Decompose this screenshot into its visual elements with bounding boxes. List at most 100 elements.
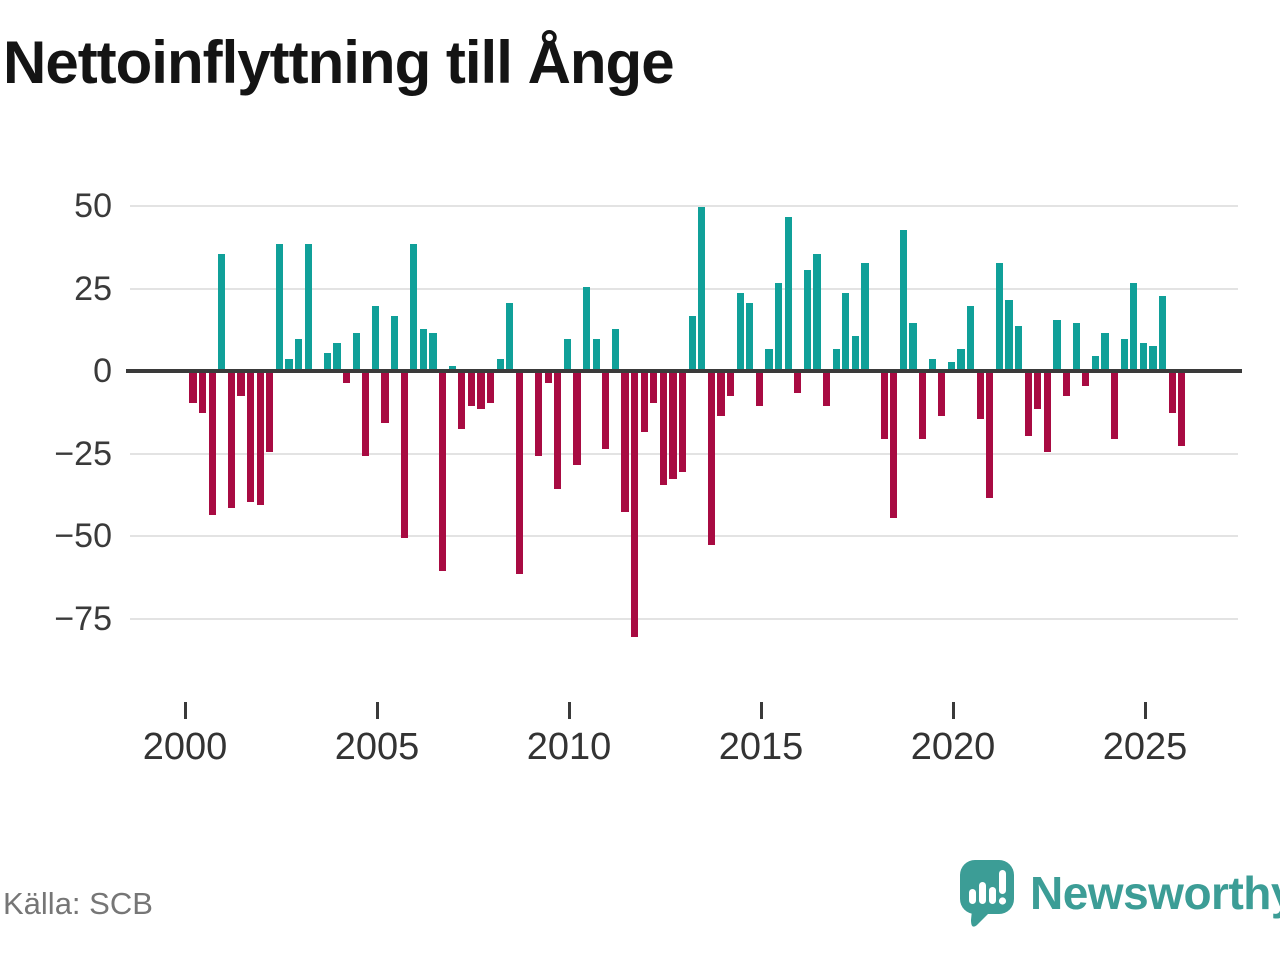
bar-2003Q3 (323, 352, 331, 369)
bar-2015Q3 (784, 217, 792, 369)
source-note: Källa: SCB (3, 886, 153, 921)
bar-2007Q2 (467, 373, 475, 406)
brand-name: Newsworthy (1030, 867, 1280, 919)
bar-2000Q1 (189, 373, 197, 403)
bar-2019Q4 (947, 362, 955, 369)
bar-2000Q3 (208, 373, 216, 515)
bar-2010Q3 (592, 339, 600, 369)
bar-2003Q4 (333, 342, 341, 369)
bar-2016Q3 (823, 373, 831, 406)
bar-2015Q4 (794, 373, 802, 393)
x-tick-label-2020: 2020 (910, 726, 996, 768)
bar-2009Q4 (563, 339, 571, 369)
x-tick-2015 (760, 702, 763, 719)
x-tick-label-2010: 2010 (526, 726, 612, 768)
bar-2011Q1 (611, 329, 619, 369)
bar-2024Q2 (1120, 339, 1128, 369)
bar-2013Q2 (698, 207, 706, 369)
x-tick-label-2025: 2025 (1102, 726, 1188, 768)
bar-2019Q1 (919, 373, 927, 439)
x-tick-2005 (376, 702, 379, 719)
bar-2008Q1 (496, 359, 504, 369)
bar-2018Q3 (899, 230, 907, 369)
bar-2006Q4 (448, 365, 456, 369)
x-tick-2020 (952, 702, 955, 719)
bar-2014Q4 (755, 373, 763, 406)
bar-2023Q4 (1101, 332, 1109, 369)
bar-2014Q1 (727, 373, 735, 397)
plot-area (126, 190, 1242, 660)
x-tick-label-2000: 2000 (142, 726, 228, 768)
x-tick-2000 (184, 702, 187, 719)
bar-2015Q1 (765, 349, 773, 369)
bar-2024Q4 (1139, 342, 1147, 369)
bar-2003Q1 (304, 243, 312, 369)
y-tick-label-50: 50 (74, 187, 112, 225)
bar-2016Q1 (803, 270, 811, 369)
bar-2012Q4 (679, 373, 687, 472)
bar-2008Q2 (506, 303, 514, 369)
bar-2010Q4 (602, 373, 610, 449)
bar-2015Q2 (775, 283, 783, 369)
y-tick-label--25: −25 (54, 434, 112, 473)
bar-2011Q3 (631, 373, 639, 637)
bar-2012Q3 (669, 373, 677, 479)
bar-2014Q2 (736, 293, 744, 369)
brand-logo: Newsworthy (958, 858, 1280, 932)
bar-2021Q3 (1015, 326, 1023, 369)
bar-2002Q3 (285, 359, 293, 369)
bar-2011Q2 (621, 373, 629, 512)
bar-2007Q4 (487, 373, 495, 403)
bar-2020Q4 (986, 373, 994, 499)
bar-2019Q2 (928, 359, 936, 369)
bar-2011Q4 (640, 373, 648, 433)
bar-2022Q1 (1034, 373, 1042, 410)
bar-2020Q1 (957, 349, 965, 369)
gridline-y25 (130, 287, 1238, 290)
bar-2005Q4 (410, 243, 418, 369)
bar-2002Q4 (295, 339, 303, 369)
bar-2004Q3 (362, 373, 370, 456)
x-tick-label-2015: 2015 (718, 726, 804, 768)
page-title: Nettoinflyttning till Ånge (3, 29, 675, 96)
y-tick-label--50: −50 (54, 517, 112, 555)
bar-2016Q4 (832, 349, 840, 369)
bar-2016Q2 (813, 253, 821, 369)
bar-2004Q1 (343, 373, 351, 383)
bar-2005Q2 (391, 316, 399, 369)
bar-2017Q2 (851, 336, 859, 369)
bar-2007Q1 (458, 373, 466, 430)
bar-2018Q4 (909, 322, 917, 369)
bar-2005Q3 (400, 373, 408, 538)
x-tick-2010 (568, 702, 571, 719)
bar-2023Q1 (1072, 322, 1080, 369)
y-tick-label-25: 25 (74, 269, 112, 308)
bar-2001Q3 (247, 373, 255, 502)
x-tick-label-2005: 2005 (334, 726, 420, 768)
bar-2001Q4 (256, 373, 264, 505)
bar-2025Q1 (1149, 345, 1157, 369)
bar-2022Q4 (1063, 373, 1071, 397)
bar-2014Q3 (746, 303, 754, 369)
bar-2001Q2 (237, 373, 245, 397)
bar-2009Q1 (535, 373, 543, 456)
gridline-y-75 (130, 617, 1238, 620)
bar-2008Q3 (515, 373, 523, 575)
bar-2022Q2 (1043, 373, 1051, 453)
bar-2021Q2 (1005, 299, 1013, 369)
bar-2012Q1 (650, 373, 658, 403)
bar-2006Q3 (439, 373, 447, 571)
gridline-y-50 (130, 535, 1238, 537)
bar-2000Q2 (199, 373, 207, 413)
bar-2013Q3 (707, 373, 715, 545)
bar-2025Q2 (1159, 296, 1167, 369)
bar-2002Q2 (275, 243, 283, 369)
bar-2020Q3 (976, 373, 984, 420)
bar-2018Q1 (880, 373, 888, 439)
bar-2012Q2 (659, 373, 667, 486)
bar-2023Q2 (1082, 373, 1090, 387)
bar-2021Q1 (995, 263, 1003, 369)
bar-2002Q1 (266, 373, 274, 453)
bar-2013Q4 (717, 373, 725, 416)
